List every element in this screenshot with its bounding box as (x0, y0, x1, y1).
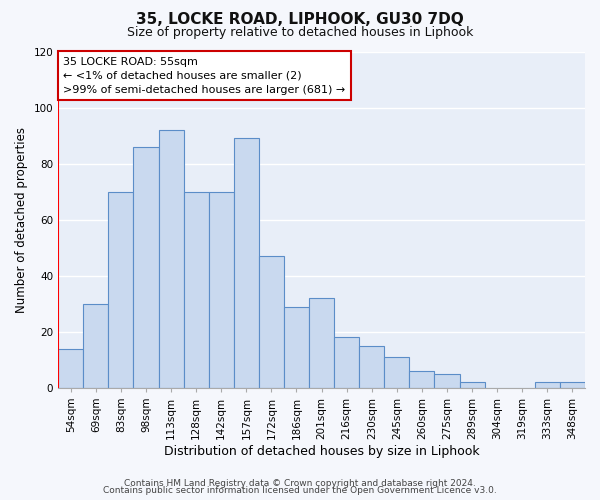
Bar (109, 192, 133, 388)
Bar (334, 338, 359, 388)
Text: 35, LOCKE ROAD, LIPHOOK, GU30 7DQ: 35, LOCKE ROAD, LIPHOOK, GU30 7DQ (136, 12, 464, 28)
Bar (560, 382, 585, 388)
Bar (83, 304, 109, 388)
Bar (158, 130, 184, 388)
Text: 35 LOCKE ROAD: 55sqm
← <1% of detached houses are smaller (2)
>99% of semi-detac: 35 LOCKE ROAD: 55sqm ← <1% of detached h… (64, 56, 346, 94)
Y-axis label: Number of detached properties: Number of detached properties (15, 126, 28, 312)
Bar (460, 382, 485, 388)
Bar (259, 256, 284, 388)
Bar (133, 147, 158, 388)
Bar (409, 371, 434, 388)
Text: Contains HM Land Registry data © Crown copyright and database right 2024.: Contains HM Land Registry data © Crown c… (124, 478, 476, 488)
Bar (234, 138, 259, 388)
Bar (184, 192, 209, 388)
X-axis label: Distribution of detached houses by size in Liphook: Distribution of detached houses by size … (164, 444, 479, 458)
Bar (535, 382, 560, 388)
Bar (209, 192, 234, 388)
Bar (359, 346, 385, 388)
Bar (58, 348, 83, 388)
Bar (284, 306, 309, 388)
Text: Contains public sector information licensed under the Open Government Licence v3: Contains public sector information licen… (103, 486, 497, 495)
Bar (385, 357, 409, 388)
Bar (434, 374, 460, 388)
Text: Size of property relative to detached houses in Liphook: Size of property relative to detached ho… (127, 26, 473, 39)
Bar (309, 298, 334, 388)
